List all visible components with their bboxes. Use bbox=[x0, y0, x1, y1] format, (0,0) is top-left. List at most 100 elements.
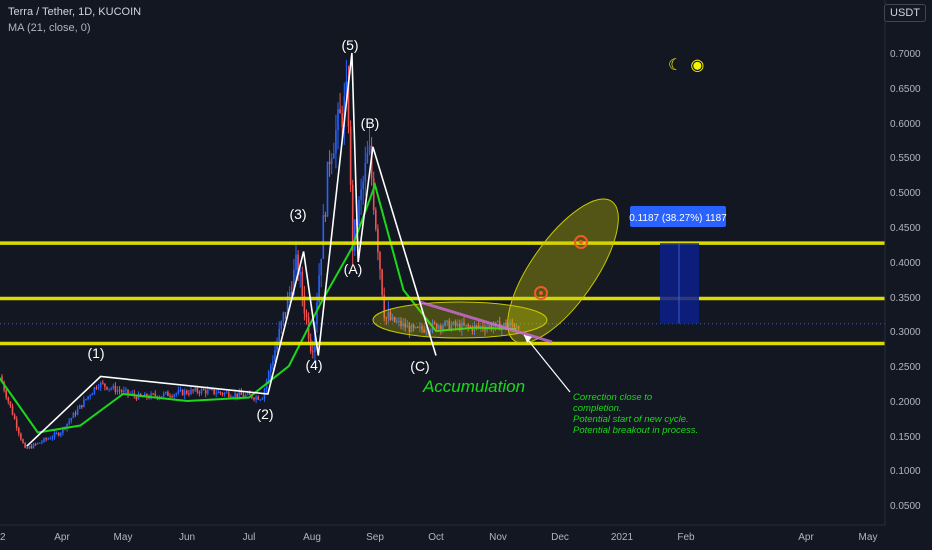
wave-line bbox=[26, 52, 437, 447]
candle-body bbox=[186, 390, 188, 394]
candle-body bbox=[97, 387, 100, 389]
candle-body bbox=[74, 412, 77, 415]
candle-body bbox=[242, 394, 245, 397]
candle-body bbox=[282, 312, 285, 322]
candle-body bbox=[244, 394, 247, 397]
candle-body bbox=[288, 292, 291, 296]
candle-body bbox=[196, 387, 199, 392]
candle-body bbox=[393, 316, 396, 322]
y-tick-label: 0.7000 bbox=[890, 49, 921, 60]
candle-body bbox=[200, 389, 203, 394]
candle-body bbox=[377, 228, 379, 253]
y-tick-label: 0.5500 bbox=[890, 153, 921, 164]
candle-body bbox=[30, 446, 33, 449]
candle-body bbox=[99, 382, 102, 388]
y-tick-label: 0.4000 bbox=[890, 258, 921, 269]
wave-label: (1) bbox=[87, 345, 104, 361]
wave-label: (B) bbox=[361, 115, 380, 131]
candle-body bbox=[39, 442, 41, 444]
candle-body bbox=[503, 322, 505, 326]
candle-body bbox=[272, 361, 274, 366]
candle-body bbox=[120, 390, 123, 392]
y-tick-label: 0.3500 bbox=[890, 293, 921, 304]
candle-body bbox=[488, 325, 490, 328]
x-tick-label: Jul bbox=[243, 532, 256, 543]
target-dot bbox=[579, 240, 583, 244]
candle-body bbox=[106, 386, 108, 390]
candle-body bbox=[324, 215, 327, 217]
candle-body bbox=[68, 420, 70, 424]
target-circle bbox=[574, 235, 588, 249]
candle-body bbox=[89, 395, 91, 397]
candle-body bbox=[207, 389, 209, 394]
candle-body bbox=[110, 388, 112, 390]
candle-body bbox=[316, 302, 318, 325]
candle-body bbox=[322, 215, 325, 259]
x-tick-label: Oct bbox=[428, 532, 444, 543]
candle-body bbox=[276, 341, 278, 351]
candle-body bbox=[513, 324, 516, 328]
time-axis: 2 Apr May Jun Jul Aug Sep Oct Nov Dec 2021 Feb Apr Ma… bbox=[0, 524, 932, 550]
candle-body bbox=[391, 316, 394, 320]
candle-body bbox=[198, 391, 201, 394]
candle-body bbox=[123, 390, 125, 392]
candle-body bbox=[26, 447, 28, 449]
target-dot bbox=[539, 291, 543, 295]
candle-body bbox=[246, 392, 249, 395]
candle-body bbox=[190, 389, 192, 395]
candle-body bbox=[66, 423, 68, 429]
candle-body bbox=[343, 96, 346, 128]
candle-body bbox=[505, 322, 507, 328]
candle-body bbox=[57, 433, 60, 436]
candle-body bbox=[41, 441, 43, 443]
candle-body bbox=[477, 325, 480, 327]
candle-body bbox=[475, 325, 478, 327]
candle-body bbox=[28, 446, 31, 449]
candle-body bbox=[13, 414, 16, 420]
candle-body bbox=[114, 385, 117, 392]
candle-body bbox=[404, 323, 406, 328]
currency-button[interactable]: USDT bbox=[884, 4, 926, 22]
candle-body bbox=[366, 152, 369, 163]
candle-body bbox=[461, 322, 463, 331]
candle-body bbox=[278, 328, 280, 342]
indicator-legend[interactable]: MA (21, close, 0) bbox=[8, 22, 91, 34]
x-tick-label: Dec bbox=[551, 532, 569, 543]
accumulation-label: Accumulation bbox=[422, 377, 525, 396]
candle-body bbox=[333, 153, 335, 159]
candle-body bbox=[402, 323, 404, 327]
candle-body bbox=[419, 326, 421, 328]
candle-body bbox=[7, 397, 10, 402]
candle-body bbox=[261, 398, 264, 400]
candle-body bbox=[446, 320, 448, 322]
candle-body bbox=[389, 312, 392, 320]
candle-body bbox=[160, 396, 163, 398]
candle-body bbox=[22, 439, 24, 444]
candle-body bbox=[234, 393, 236, 397]
y-tick-label: 0.5000 bbox=[890, 188, 921, 199]
candle-body bbox=[335, 130, 337, 154]
candle-body bbox=[412, 324, 415, 328]
candle-body bbox=[480, 326, 482, 328]
candle-body bbox=[291, 292, 293, 295]
candle-body bbox=[379, 252, 381, 270]
candle-body bbox=[20, 433, 22, 440]
candle-body bbox=[433, 322, 436, 324]
elliott-wave-path bbox=[26, 52, 437, 447]
x-tick-label: Apr bbox=[798, 532, 814, 543]
candle-body bbox=[175, 393, 178, 395]
wave-label: (5) bbox=[341, 37, 358, 53]
candle-body bbox=[72, 412, 75, 419]
x-tick-label: Nov bbox=[489, 532, 507, 543]
candle-body bbox=[320, 258, 322, 276]
candle-body bbox=[442, 325, 444, 330]
candle-body bbox=[337, 109, 339, 131]
candle-body bbox=[270, 365, 272, 372]
candle-body bbox=[259, 399, 262, 401]
candle-body bbox=[131, 393, 133, 395]
candle-body bbox=[15, 419, 18, 428]
candle-body bbox=[1, 376, 3, 383]
time-axis-bg bbox=[0, 525, 932, 550]
candle-body bbox=[303, 296, 306, 314]
